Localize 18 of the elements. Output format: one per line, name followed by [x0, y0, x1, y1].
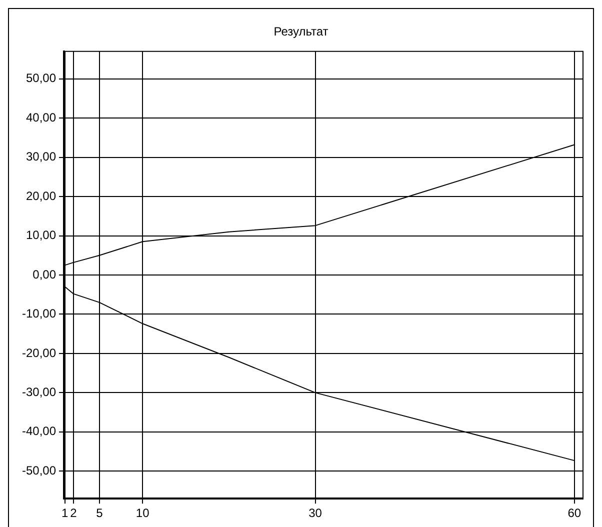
chart-title: Результат	[274, 24, 329, 39]
y-tick-label: 10,00	[26, 228, 56, 242]
y-tick-label: 40,00	[26, 110, 56, 124]
x-tick-label: 5	[96, 506, 104, 520]
y-tick-label: -50,00	[22, 463, 56, 478]
y-tick-label: -20,00	[22, 346, 56, 360]
y-tick-label: -30,00	[22, 384, 56, 399]
x-tick-label: 10	[136, 506, 150, 520]
y-tick-label: 0,00	[32, 267, 56, 282]
y-tick-label: -10,00	[22, 306, 56, 321]
y-tick-label: 20,00	[26, 188, 56, 203]
x-tick-label: 30	[308, 506, 322, 520]
y-tick-label: 50,00	[26, 71, 56, 86]
y-tick-label: 30,00	[26, 150, 56, 164]
x-tick-label: 2	[70, 506, 78, 520]
y-tick-label: -40,00	[22, 424, 56, 438]
x-tick-label: 60	[568, 506, 582, 520]
x-tick-label: 1	[62, 506, 69, 520]
